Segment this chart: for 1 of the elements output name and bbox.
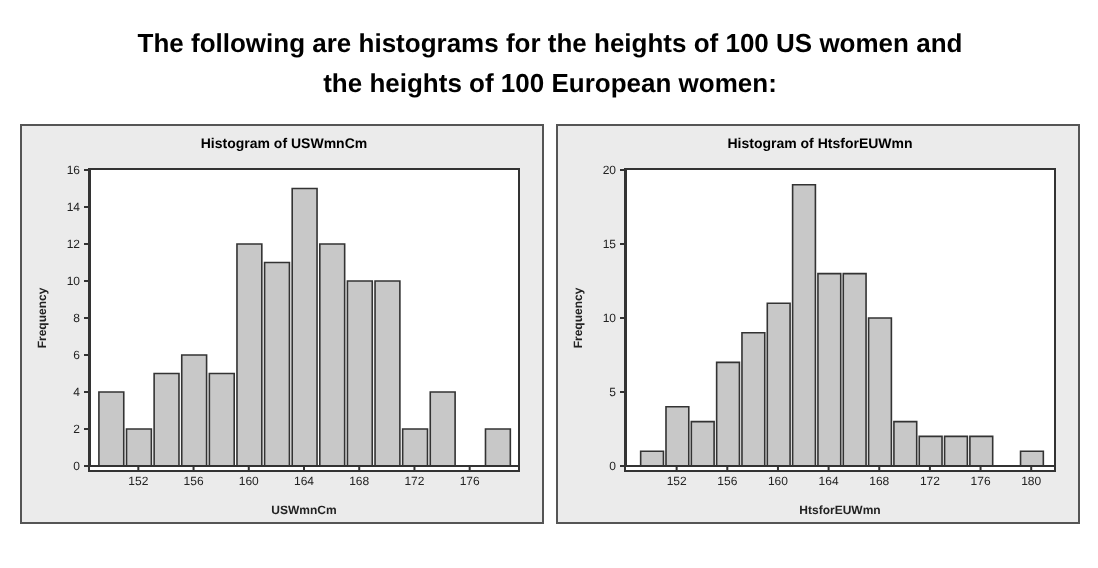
text: The following are histograms for the heights of 100 US women and the heights of 100 European women:	[135, 26, 965, 102]
